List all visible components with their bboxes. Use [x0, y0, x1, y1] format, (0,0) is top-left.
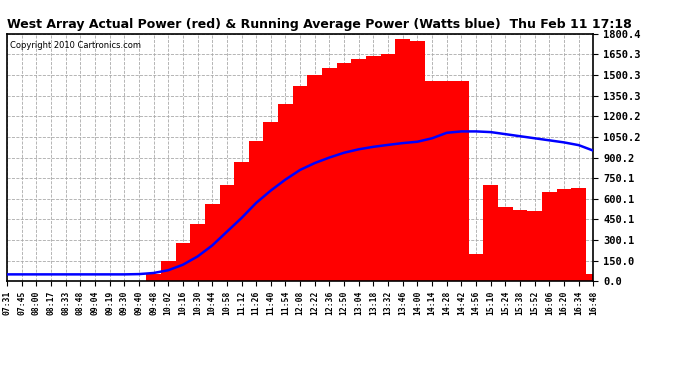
Text: West Array Actual Power (red) & Running Average Power (Watts blue)  Thu Feb 11 1: West Array Actual Power (red) & Running … — [7, 18, 631, 31]
Text: Copyright 2010 Cartronics.com: Copyright 2010 Cartronics.com — [10, 41, 141, 50]
